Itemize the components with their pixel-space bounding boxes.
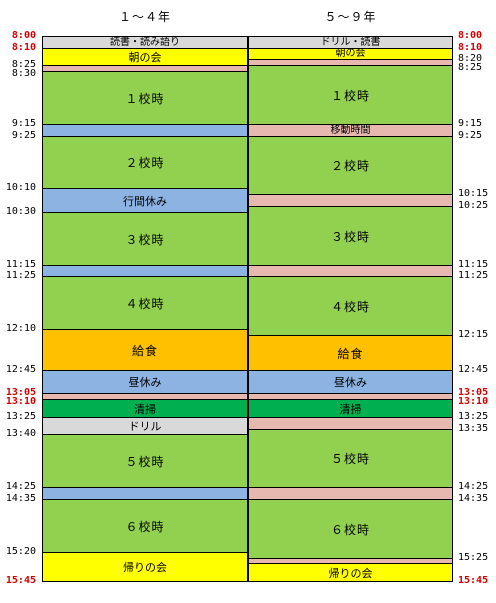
time-label-right: 10:15 — [458, 188, 489, 199]
period-block-grade1_4-15: ５校時 — [42, 434, 248, 488]
period-label: 帰りの会 — [123, 561, 167, 574]
period-label: 帰りの会 — [328, 566, 373, 580]
period-label: 昼休み — [334, 376, 367, 389]
period-label: ２校時 — [330, 159, 370, 173]
time-label-left: 14:35 — [5, 493, 36, 504]
period-block-grade5_9-9: ４校時 — [248, 276, 453, 336]
period-block-grade5_9-5: ２校時 — [248, 136, 453, 195]
time-label-left: 10:30 — [5, 206, 36, 217]
time-label-right: 13:25 — [458, 411, 489, 422]
period-block-grade5_9-3: １校時 — [248, 65, 453, 125]
period-label: ４校時 — [330, 299, 370, 314]
time-label-right: 8:25 — [458, 62, 483, 73]
period-block-grade1_4-18: 帰りの会 — [42, 552, 248, 582]
time-label-left: 8:00 — [11, 30, 36, 41]
period-block-grade5_9-17: ６校時 — [248, 499, 453, 559]
time-label-left: 13:05 — [5, 387, 36, 398]
period-label: ４校時 — [125, 296, 165, 311]
period-block-grade5_9-11: 昼休み — [248, 370, 453, 394]
time-label-right: 11:25 — [458, 270, 489, 281]
period-label: 昼休み — [128, 376, 162, 389]
time-label-left: 13:25 — [5, 411, 36, 422]
time-label-right: 8:20 — [458, 53, 483, 64]
period-block-grade1_4-9: ４校時 — [42, 276, 248, 330]
time-label-right: 8:10 — [458, 42, 483, 53]
time-label-right: 13:10 — [458, 396, 489, 407]
time-label-right: 10:25 — [458, 200, 489, 211]
period-label: 朝の会 — [335, 48, 366, 59]
period-block-grade1_4-10: 給食 — [42, 329, 248, 371]
time-label-right: 14:25 — [458, 481, 489, 492]
period-label: ３校時 — [125, 232, 165, 247]
time-label-left: 12:10 — [5, 323, 36, 334]
time-label-left: 11:15 — [5, 259, 36, 270]
period-label: 読書・読み語り — [110, 36, 180, 48]
time-label-left: 15:45 — [5, 575, 36, 586]
period-label: ６校時 — [125, 519, 165, 534]
time-label-right: 15:25 — [458, 552, 489, 563]
period-label: 行間休み — [123, 194, 167, 208]
period-label: ６校時 — [330, 522, 370, 537]
period-label: ２校時 — [125, 156, 165, 170]
time-label-right: 9:25 — [458, 130, 483, 141]
period-label: ドリル・読書 — [320, 36, 381, 48]
period-label: 清掃 — [134, 402, 156, 416]
time-label-left: 14:25 — [5, 481, 36, 492]
period-block-grade5_9-19: 帰りの会 — [248, 563, 453, 582]
period-block-grade5_9-7: ３校時 — [248, 206, 453, 266]
time-label-right: 11:15 — [458, 259, 489, 270]
period-label: １校時 — [125, 91, 165, 106]
time-label-left: 9:25 — [11, 130, 36, 141]
time-label-right: 12:45 — [458, 364, 489, 375]
period-label: 朝の会 — [128, 51, 162, 64]
period-block-grade1_4-6: 行間休み — [42, 188, 248, 213]
header-grade1-4: １～４年 — [118, 10, 171, 24]
period-block-grade1_4-14: ドリル — [42, 417, 248, 435]
time-label-right: 13:35 — [458, 423, 489, 434]
time-label-right: 9:15 — [458, 118, 483, 129]
time-label-right: 15:45 — [458, 575, 489, 586]
time-label-left: 12:45 — [5, 364, 36, 375]
period-block-grade1_4-11: 昼休み — [42, 370, 248, 394]
period-label: 移動時間 — [330, 124, 371, 136]
period-block-grade1_4-17: ６校時 — [42, 499, 248, 553]
period-label: ５校時 — [330, 452, 370, 466]
header-grade5-9: ５～９年 — [324, 10, 377, 24]
time-label-left: 13:10 — [5, 396, 36, 407]
time-label-right: 8:00 — [458, 30, 483, 41]
time-label-left: 10:10 — [5, 182, 36, 193]
time-label-left: 9:15 — [11, 118, 36, 129]
period-block-grade1_4-5: ２校時 — [42, 136, 248, 189]
period-block-grade1_4-1: 朝の会 — [42, 48, 248, 66]
time-label-right: 12:15 — [458, 329, 489, 340]
period-label: 給食 — [131, 343, 158, 358]
period-block-grade5_9-13: 清掃 — [248, 399, 453, 418]
time-label-left: 15:20 — [5, 546, 36, 557]
time-label-right: 13:05 — [458, 387, 489, 398]
period-label: ドリル — [128, 420, 162, 433]
time-label-left: 11:25 — [5, 270, 36, 281]
period-label: 清掃 — [339, 402, 362, 416]
time-label-right: 14:35 — [458, 493, 489, 504]
period-block-grade1_4-13: 清掃 — [42, 399, 248, 418]
period-block-grade1_4-7: ３校時 — [42, 212, 248, 266]
time-label-left: 13:40 — [5, 428, 36, 439]
period-label: ３校時 — [330, 229, 370, 244]
period-label: ５校時 — [125, 454, 165, 469]
period-block-grade5_9-15: ５校時 — [248, 429, 453, 488]
time-label-left: 8:30 — [11, 68, 36, 79]
period-block-grade5_9-10: 給食 — [248, 335, 453, 371]
period-block-grade1_4-3: １校時 — [42, 71, 248, 125]
time-label-left: 8:10 — [11, 42, 36, 53]
period-label: 給食 — [337, 346, 364, 361]
period-label: １校時 — [330, 88, 370, 103]
time-label-left: 8:25 — [11, 59, 36, 70]
